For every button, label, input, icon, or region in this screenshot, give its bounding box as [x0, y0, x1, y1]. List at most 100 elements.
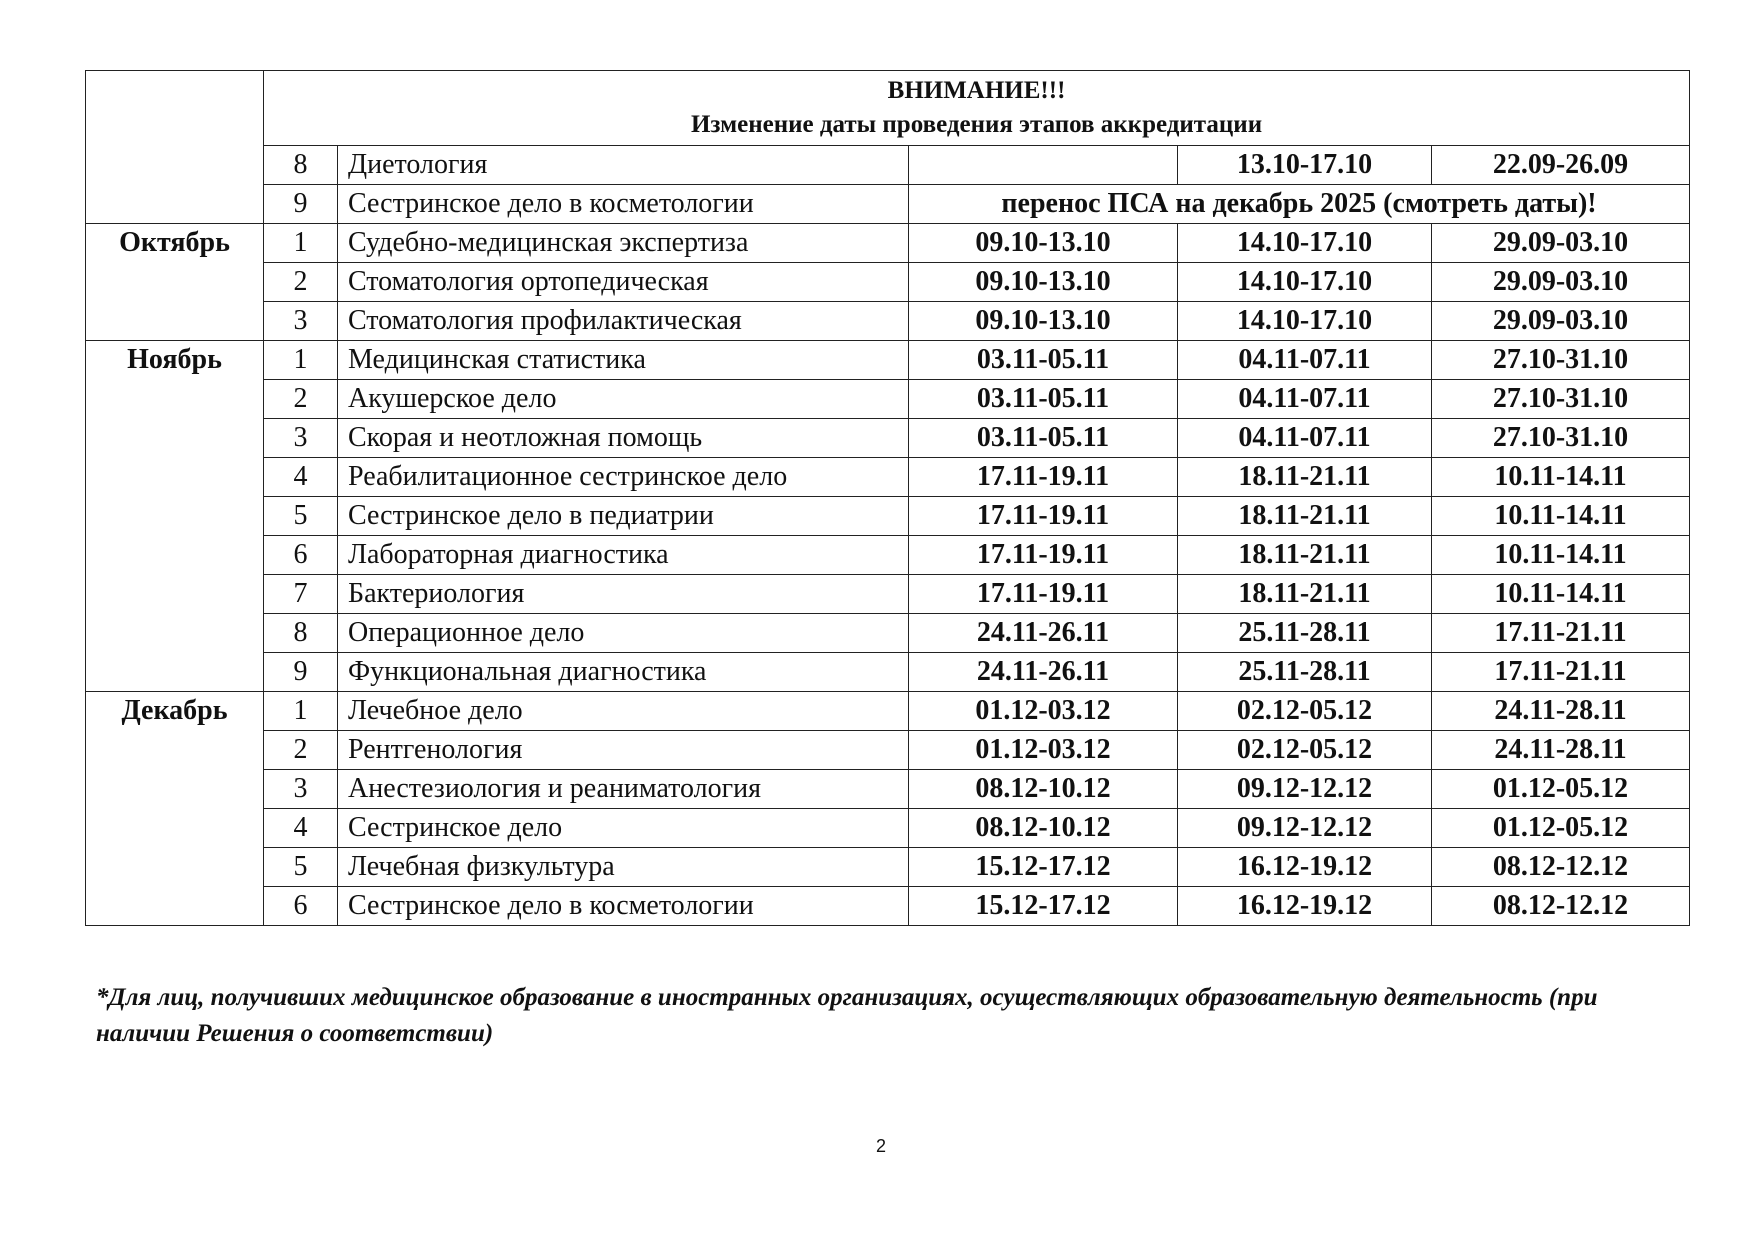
specialty-name: Сестринское дело в косметологии [337, 886, 909, 926]
date-cell: 18.11-21.11 [1177, 496, 1432, 536]
date-cell: 27.10-31.10 [1430, 340, 1691, 380]
date-cell: 08.12-12.12 [1430, 886, 1691, 926]
date-cell: 16.12-19.12 [1177, 847, 1432, 887]
date-cell: 10.11-14.11 [1430, 535, 1691, 575]
specialty-name: Бактериология [337, 574, 909, 614]
row-number: 8 [263, 145, 338, 185]
table-row: 4 Реабилитационное сестринское дело 17.11-… [86, 457, 1691, 497]
date-cell: 29.09-03.10 [1430, 301, 1691, 341]
date-cell: 27.10-31.10 [1430, 418, 1691, 458]
date-cell: 08.12-12.12 [1430, 847, 1691, 887]
row-number: 7 [263, 574, 338, 614]
date-cell: 17.11-19.11 [908, 457, 1178, 497]
row-number: 2 [263, 730, 338, 770]
row-number: 2 [263, 262, 338, 302]
table-row: 2 Стоматология ортопедическая 09.10-13.10 1… [86, 262, 1691, 302]
specialty-name: Рентгенология [337, 730, 909, 770]
date-cell: 18.11-21.11 [1177, 574, 1432, 614]
month-cell-empty [85, 70, 264, 224]
date-cell: 24.11-26.11 [908, 652, 1178, 692]
date-cell: 01.12-05.12 [1430, 808, 1691, 848]
specialty-name: Сестринское дело в педиатрии [337, 496, 909, 536]
date-cell: 14.10-17.10 [1177, 301, 1432, 341]
date-cell: 15.12-17.12 [908, 886, 1178, 926]
date-cell: 29.09-03.10 [1430, 262, 1691, 302]
date-cell: 14.10-17.10 [1177, 223, 1432, 263]
date-cell: 04.11-07.11 [1177, 379, 1432, 419]
notice-title: ВНИМАНИЕ!!! [887, 77, 1066, 104]
date-cell: 17.11-21.11 [1430, 652, 1691, 692]
specialty-name: Сестринское дело [337, 808, 909, 848]
table-row: 3 Скорая и неотложная помощь 03.11-05.11 04… [86, 418, 1691, 458]
date-cell: 14.10-17.10 [1177, 262, 1432, 302]
row-number: 1 [263, 223, 338, 263]
date-cell: 24.11-28.11 [1430, 691, 1691, 731]
specialty-name: Лечебная физкультура [337, 847, 909, 887]
date-cell: 01.12-03.12 [908, 691, 1178, 731]
date-cell: 09.10-13.10 [908, 301, 1178, 341]
table-row: 2 Рентгенология 01.12-03.12 02.12-05.12 24.1… [86, 730, 1691, 770]
row-number: 4 [263, 457, 338, 497]
date-cell: 01.12-05.12 [1430, 769, 1691, 809]
date-cell: 25.11-28.11 [1177, 613, 1432, 653]
row-number: 6 [263, 535, 338, 575]
specialty-name: Медицинская статистика [337, 340, 909, 380]
table-row: Ноябрь 1 Медицинская статистика 03.11-05.11… [85, 340, 1691, 692]
table-row: 8 Операционное дело 24.11-26.11 25.11-28.11… [86, 613, 1691, 653]
table-row: 3 Стоматология профилактическая 09.10-13.1… [86, 301, 1691, 341]
row-number: 1 [263, 691, 338, 731]
date-cell: 04.11-07.11 [1177, 340, 1432, 380]
specialty-name: Лабораторная диагностика [337, 535, 909, 575]
date-cell: 24.11-26.11 [908, 613, 1178, 653]
row-number: 5 [263, 496, 338, 536]
table-row: 2 Акушерское дело 03.11-05.11 04.11-07.11 27… [86, 379, 1691, 419]
month-cell: Декабрь [85, 691, 264, 926]
date-cell: 29.09-03.10 [1430, 223, 1691, 263]
date-cell: 17.11-19.11 [908, 535, 1178, 575]
date-cell: 16.12-19.12 [1177, 886, 1432, 926]
table-row: 9 Сестринское дело в косметологии перено… [86, 184, 1691, 224]
date-cell: 17.11-21.11 [1430, 613, 1691, 653]
notice-header: ВНИМАНИЕ!!! Изменение даты проведения эт… [262, 70, 1691, 146]
row-number: 3 [263, 301, 338, 341]
date-cell: 10.11-14.11 [1430, 574, 1691, 614]
specialty-name: Сестринское дело в косметологии [337, 184, 909, 224]
specialty-name: Скорая и неотложная помощь [337, 418, 909, 458]
row-number: 8 [263, 613, 338, 653]
table-row: 9 Функциональная диагностика 24.11-26.11 25… [86, 652, 1691, 692]
specialty-name: Судебно-медицинская экспертиза [337, 223, 909, 263]
date-cell: 09.10-13.10 [908, 223, 1178, 263]
table-row: 3 Анестезиология и реаниматология 08.12-10… [86, 769, 1691, 809]
specialty-name: Анестезиология и реаниматология [337, 769, 909, 809]
postponement-note: перенос ПСА на декабрь 2025 (смотреть да… [907, 184, 1691, 224]
date-cell: 10.11-14.11 [1430, 457, 1691, 497]
row-number: 1 [263, 340, 338, 380]
table-row: 6 Сестринское дело в косметологии 15.12-17… [86, 886, 1691, 926]
month-cell: Октябрь [85, 223, 264, 341]
specialty-name: Реабилитационное сестринское дело [337, 457, 909, 497]
row-number: 4 [263, 808, 338, 848]
date-cell: 09.12-12.12 [1177, 769, 1432, 809]
specialty-name: Операционное дело [337, 613, 909, 653]
date-cell: 24.11-28.11 [1430, 730, 1691, 770]
notice-subtitle: Изменение даты проведения этапов аккреди… [690, 111, 1263, 138]
table-row: 6 Лабораторная диагностика 17.11-19.11 18.1… [86, 535, 1691, 575]
header-row: ВНИМАНИЕ!!! Изменение даты проведения эт… [85, 70, 1691, 224]
date-cell: 17.11-19.11 [908, 574, 1178, 614]
date-cell: 17.11-19.11 [908, 496, 1178, 536]
date-cell: 18.11-21.11 [1177, 535, 1432, 575]
date-cell: 04.11-07.11 [1177, 418, 1432, 458]
date-cell: 03.11-05.11 [908, 340, 1178, 380]
table-row: Октябрь 1 Судебно-медицинская экспертиза 09… [85, 223, 1691, 341]
table-row: Декабрь 1 Лечебное дело 01.12-03.12 02.12-05… [85, 691, 1691, 926]
row-number: 3 [263, 418, 338, 458]
date-cell: 09.12-12.12 [1177, 808, 1432, 848]
table-row: 7 Бактериология 17.11-19.11 18.11-21.11 10.1… [86, 574, 1691, 614]
row-number: 2 [263, 379, 338, 419]
table-row: 4 Сестринское дело 08.12-10.12 09.12-12.12 0… [86, 808, 1691, 848]
specialty-name: Акушерское дело [337, 379, 909, 419]
date-cell: 27.10-31.10 [1430, 379, 1691, 419]
table-row: 5 Сестринское дело в педиатрии 17.11-19.11… [86, 496, 1691, 536]
date-cell: 13.10-17.10 [1177, 145, 1432, 185]
row-number: 5 [263, 847, 338, 887]
